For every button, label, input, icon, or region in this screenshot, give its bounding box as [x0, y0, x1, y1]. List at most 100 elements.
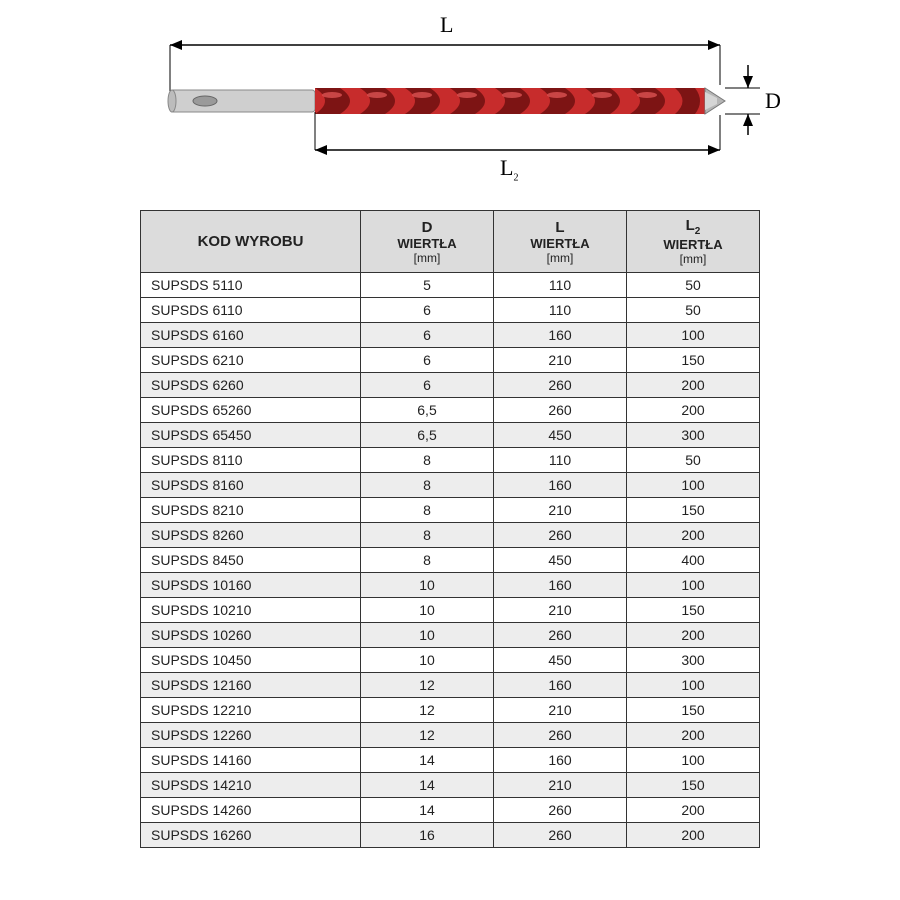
cell-l: 260	[494, 373, 627, 398]
cell-code: SUPSDS 8260	[141, 523, 361, 548]
cell-l2: 200	[627, 523, 760, 548]
cell-code: SUPSDS 6260	[141, 373, 361, 398]
cell-l: 260	[494, 623, 627, 648]
dim-L	[170, 40, 720, 92]
table-row: SUPSDS 1426014260200	[141, 798, 760, 823]
cell-code: SUPSDS 12160	[141, 673, 361, 698]
cell-l2: 150	[627, 498, 760, 523]
cell-d: 14	[361, 773, 494, 798]
label-D: D	[765, 88, 781, 114]
cell-l2: 300	[627, 648, 760, 673]
cell-l2: 150	[627, 348, 760, 373]
cell-code: SUPSDS 8450	[141, 548, 361, 573]
cell-d: 12	[361, 673, 494, 698]
cell-l: 450	[494, 423, 627, 448]
dim-L2	[315, 112, 720, 155]
cell-d: 16	[361, 823, 494, 848]
cell-l: 260	[494, 823, 627, 848]
cell-l2: 150	[627, 598, 760, 623]
table-row: SUPSDS 82608260200	[141, 523, 760, 548]
cell-l: 160	[494, 473, 627, 498]
header-code: KOD WYROBU	[141, 211, 361, 273]
table-row: SUPSDS 8110811050	[141, 448, 760, 473]
cell-d: 6	[361, 348, 494, 373]
cell-l2: 200	[627, 373, 760, 398]
cell-l: 110	[494, 448, 627, 473]
cell-l2: 150	[627, 698, 760, 723]
cell-l2: 50	[627, 273, 760, 298]
cell-d: 8	[361, 473, 494, 498]
cell-l: 110	[494, 273, 627, 298]
cell-l2: 200	[627, 623, 760, 648]
table-row: SUPSDS 81608160100	[141, 473, 760, 498]
cell-l: 210	[494, 773, 627, 798]
cell-l2: 150	[627, 773, 760, 798]
dim-D	[725, 65, 760, 135]
table-row: SUPSDS 62106210150	[141, 348, 760, 373]
cell-d: 8	[361, 498, 494, 523]
table-row: SUPSDS 1026010260200	[141, 623, 760, 648]
table-row: SUPSDS 1421014210150	[141, 773, 760, 798]
header-l: L WIERTŁA [mm]	[494, 211, 627, 273]
table-row: SUPSDS 62606260200	[141, 373, 760, 398]
cell-l: 260	[494, 798, 627, 823]
cell-code: SUPSDS 10210	[141, 598, 361, 623]
table-row: SUPSDS 1221012210150	[141, 698, 760, 723]
cell-l: 160	[494, 673, 627, 698]
table-row: SUPSDS 1045010450300	[141, 648, 760, 673]
cell-l2: 200	[627, 398, 760, 423]
cell-l: 160	[494, 748, 627, 773]
cell-l2: 300	[627, 423, 760, 448]
cell-code: SUPSDS 8210	[141, 498, 361, 523]
cell-d: 5	[361, 273, 494, 298]
table-row: SUPSDS 84508450400	[141, 548, 760, 573]
cell-code: SUPSDS 10450	[141, 648, 361, 673]
cell-l2: 100	[627, 473, 760, 498]
cell-d: 6,5	[361, 423, 494, 448]
spec-table: KOD WYROBU D WIERTŁA [mm] L WIERTŁA [mm]…	[140, 210, 760, 848]
cell-d: 10	[361, 573, 494, 598]
cell-d: 8	[361, 448, 494, 473]
table-row: SUPSDS 6110611050	[141, 298, 760, 323]
cell-l2: 100	[627, 573, 760, 598]
cell-l: 260	[494, 723, 627, 748]
table-row: SUPSDS 1021010210150	[141, 598, 760, 623]
drill-diagram: L L2 D	[100, 10, 800, 190]
cell-d: 6	[361, 298, 494, 323]
cell-l: 210	[494, 698, 627, 723]
cell-d: 10	[361, 598, 494, 623]
header-l2: L2 WIERTŁA [mm]	[627, 211, 760, 273]
cell-l2: 200	[627, 798, 760, 823]
table-row: SUPSDS 61606160100	[141, 323, 760, 348]
cell-d: 8	[361, 523, 494, 548]
cell-l2: 50	[627, 298, 760, 323]
cell-d: 14	[361, 748, 494, 773]
label-L: L	[440, 12, 453, 38]
table-row: SUPSDS 1016010160100	[141, 573, 760, 598]
table-row: SUPSDS 654506,5450300	[141, 423, 760, 448]
cell-l: 210	[494, 348, 627, 373]
cell-d: 10	[361, 623, 494, 648]
cell-l: 210	[494, 598, 627, 623]
header-d: D WIERTŁA [mm]	[361, 211, 494, 273]
cell-l: 160	[494, 573, 627, 598]
table-row: SUPSDS 1216012160100	[141, 673, 760, 698]
cell-d: 12	[361, 723, 494, 748]
drill-body	[168, 88, 725, 114]
cell-l2: 100	[627, 323, 760, 348]
cell-code: SUPSDS 14210	[141, 773, 361, 798]
cell-l2: 100	[627, 673, 760, 698]
cell-code: SUPSDS 14160	[141, 748, 361, 773]
cell-code: SUPSDS 14260	[141, 798, 361, 823]
cell-code: SUPSDS 8160	[141, 473, 361, 498]
cell-l: 450	[494, 648, 627, 673]
cell-d: 6	[361, 323, 494, 348]
cell-d: 14	[361, 798, 494, 823]
cell-d: 6,5	[361, 398, 494, 423]
table-row: SUPSDS 1416014160100	[141, 748, 760, 773]
cell-code: SUPSDS 6110	[141, 298, 361, 323]
cell-l: 260	[494, 398, 627, 423]
cell-d: 12	[361, 698, 494, 723]
table-row: SUPSDS 1226012260200	[141, 723, 760, 748]
cell-l: 450	[494, 548, 627, 573]
